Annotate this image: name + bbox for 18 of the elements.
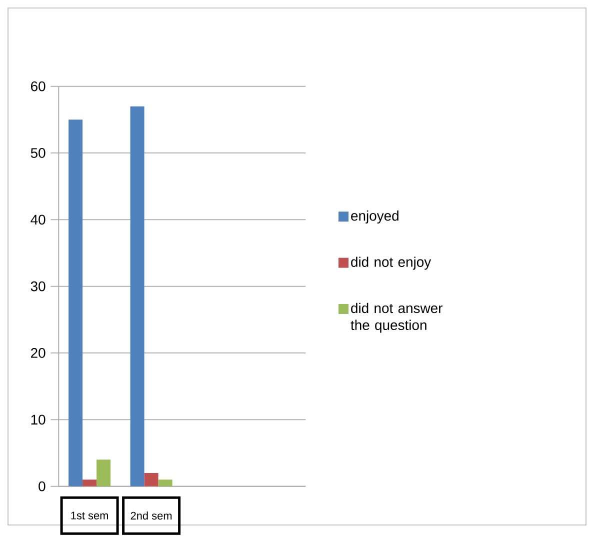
y-tick-label: 10 bbox=[31, 414, 46, 425]
bar bbox=[158, 480, 172, 486]
legend-label: did not enjoy bbox=[351, 256, 432, 270]
bar bbox=[82, 480, 97, 486]
legend-label: enjoyed bbox=[351, 210, 398, 224]
legend-label: did not answer the question bbox=[350, 302, 442, 333]
bar bbox=[144, 472, 158, 486]
bar bbox=[68, 120, 83, 486]
bar bbox=[96, 460, 111, 486]
y-tick-label: 40 bbox=[30, 214, 46, 225]
bar bbox=[130, 106, 144, 486]
y-tick-label: 60 bbox=[31, 81, 46, 92]
x-tick-label: 1st sem bbox=[71, 512, 108, 520]
x-tick-label: 2nd sem bbox=[130, 512, 172, 520]
y-tick-label: 50 bbox=[30, 148, 46, 158]
y-tick-label: 20 bbox=[31, 348, 46, 358]
y-tick-label: 30 bbox=[30, 281, 46, 292]
y-tick-label: 0 bbox=[38, 481, 46, 492]
